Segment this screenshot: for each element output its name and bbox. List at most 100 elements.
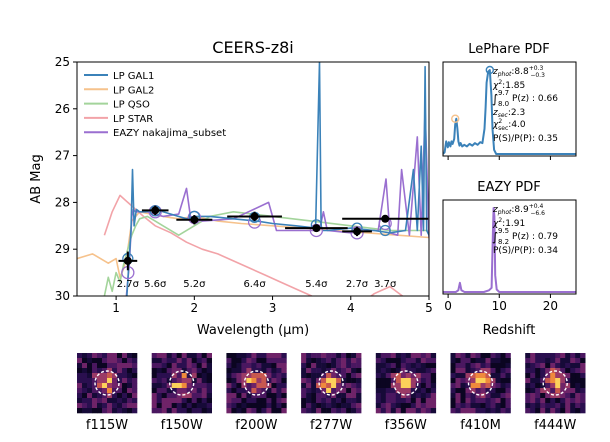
- cutout-thumbnail: f150W: [151, 353, 212, 433]
- cutout-pixel: [430, 403, 437, 409]
- cutout-pixel: [311, 388, 317, 394]
- cutout-pixel: [132, 383, 138, 389]
- cutout-pixel: [535, 353, 541, 359]
- cutout-pixel: [186, 408, 192, 414]
- cutout-pixel: [450, 378, 456, 384]
- cutout-pixel: [196, 353, 202, 359]
- cutout-pixel: [525, 388, 531, 394]
- cutout-pixel: [505, 373, 511, 379]
- cutout-pixel: [495, 363, 501, 369]
- cutout-pixel: [430, 393, 437, 399]
- cutout-pixel: [246, 363, 252, 369]
- cutout-pixel: [251, 408, 257, 414]
- cutout-pixel: [82, 358, 88, 364]
- cutout-pixel: [97, 403, 103, 409]
- cutout-pixel: [475, 388, 481, 394]
- cutout-pixel: [460, 368, 466, 374]
- cutout-pixel: [430, 378, 437, 384]
- cutout-pixel: [570, 388, 576, 394]
- cutout-pixel: [485, 378, 491, 384]
- cutout-pixel: [430, 388, 437, 394]
- eazy-pdf-frame: [442, 199, 577, 295]
- cutout-pixel: [156, 378, 162, 384]
- cutout-pixel: [555, 363, 561, 369]
- cutout-pixel: [341, 368, 347, 374]
- cutout-pixel: [425, 358, 432, 364]
- cutout-pixel: [570, 368, 576, 374]
- cutout-pixel: [475, 363, 481, 369]
- cutout-pixel: [336, 383, 342, 389]
- pdf-integral-body: P(z) : 0.79: [512, 232, 558, 242]
- cutout-pixel: [186, 398, 192, 404]
- cutout-pixel: [560, 383, 566, 389]
- cutout-pixel: [266, 398, 272, 404]
- cutout-pixel: [550, 408, 556, 414]
- cutout-pixel: [236, 378, 242, 384]
- cutout-pixel: [87, 363, 93, 369]
- cutout-pixel: [380, 403, 387, 409]
- cutout-pixel: [226, 403, 232, 409]
- cutout-pixel: [356, 368, 362, 374]
- cutout-pixel: [196, 383, 202, 389]
- pdf-annotation-sup: +0.3: [529, 65, 544, 72]
- cutout-pixel: [236, 373, 242, 379]
- cutout-pixel: [480, 403, 486, 409]
- cutout-pixel: [580, 358, 586, 364]
- cutout-pixel: [266, 363, 272, 369]
- cutout-pixel: [122, 358, 128, 364]
- cutout-pixel: [266, 408, 272, 414]
- cutout-pixel: [490, 408, 496, 414]
- cutout-pixel: [306, 378, 312, 384]
- cutout-pixel: [490, 368, 496, 374]
- cutout-pixel: [176, 373, 182, 379]
- cutout-pixel: [480, 373, 486, 379]
- cutout-pixel: [176, 393, 182, 399]
- cutout-pixel: [420, 378, 427, 384]
- cutout-pixel: [420, 408, 427, 414]
- cutout-pixel: [475, 373, 481, 379]
- cutout-pixel: [266, 403, 272, 409]
- sed-series-line: [103, 211, 429, 296]
- cutout-pixel: [450, 353, 456, 359]
- cutout-pixel: [560, 398, 566, 404]
- cutout-pixel: [206, 363, 212, 369]
- cutout-pixel: [460, 388, 466, 394]
- cutout-pixel: [331, 388, 337, 394]
- cutout-pixel: [560, 373, 566, 379]
- cutout-pixel: [266, 388, 272, 394]
- cutout-thumbnail: f115W: [77, 353, 138, 433]
- cutout-pixel: [455, 388, 461, 394]
- cutout-pixel: [346, 363, 352, 369]
- cutout-pixel: [395, 388, 402, 394]
- cutout-pixel: [112, 398, 118, 404]
- cutout-pixel: [87, 388, 93, 394]
- cutout-pixel: [276, 393, 282, 399]
- cutout-pixel: [450, 363, 456, 369]
- sed-ticks: 1 2 3 4 5 25 26 27 28 29 30: [55, 55, 433, 315]
- cutout-pixel: [107, 408, 113, 414]
- cutout-pixel: [420, 373, 427, 379]
- sed-y-tick-label: 27: [55, 149, 70, 163]
- cutout-pixel: [311, 358, 317, 364]
- cutout-pixel: [395, 353, 402, 359]
- cutout-pixel: [505, 388, 511, 394]
- cutout-pixel: [380, 358, 387, 364]
- cutout-pixel: [112, 383, 118, 389]
- cutout-pixel: [186, 363, 192, 369]
- legend-label: EAZY nakajima_subset: [113, 128, 226, 139]
- significance-label: 5.6σ: [144, 279, 167, 290]
- cutout-pixel: [161, 383, 167, 389]
- cutout-pixel: [316, 408, 322, 414]
- cutout-pixel: [87, 373, 93, 379]
- cutout-pixel: [231, 363, 237, 369]
- cutout-pixel: [151, 373, 157, 379]
- cutout-pixel: [390, 398, 397, 404]
- cutout-pixel: [490, 373, 496, 379]
- cutout-pixel: [375, 353, 382, 359]
- cutout-pixel: [570, 353, 576, 359]
- cutout-pixel: [276, 358, 282, 364]
- cutout-pixel: [132, 388, 138, 394]
- cutout-pixel: [410, 388, 417, 394]
- cutout-pixel: [465, 353, 471, 359]
- cutout-pixel: [336, 378, 342, 384]
